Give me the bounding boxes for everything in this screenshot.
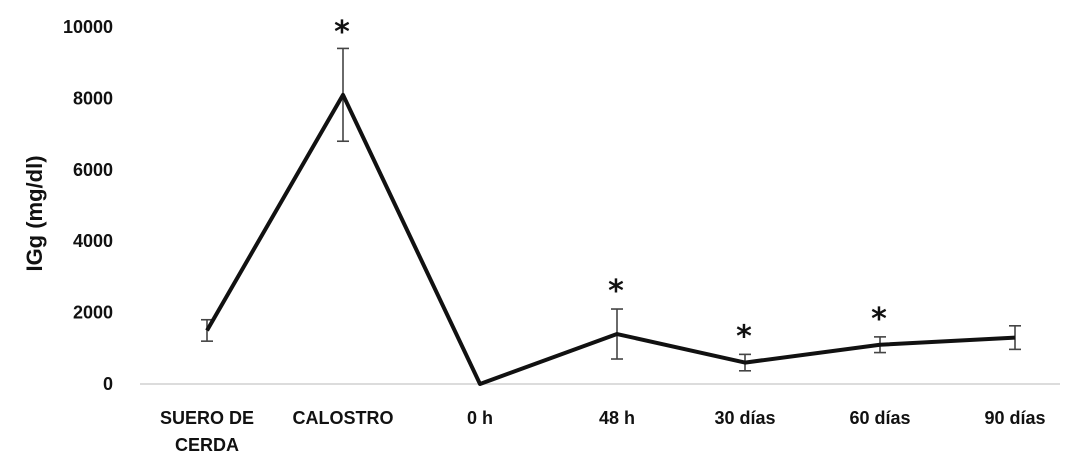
y-tick-label: 8000 bbox=[73, 88, 113, 108]
y-tick-label: 6000 bbox=[73, 160, 113, 180]
x-tick-label: 30 días bbox=[714, 408, 775, 428]
error-bars bbox=[201, 47, 1021, 372]
significance-markers: * * * * bbox=[334, 15, 887, 354]
y-axis-title: IGg (mg/dl) bbox=[22, 155, 47, 271]
significance-star: * bbox=[608, 274, 624, 309]
y-tick-label: 0 bbox=[103, 374, 113, 394]
x-tick-label: 90 días bbox=[984, 408, 1045, 428]
x-tick-label: 48 h bbox=[599, 408, 635, 428]
y-axis-ticks: 0 2000 4000 6000 8000 10000 bbox=[63, 17, 113, 394]
significance-star: * bbox=[334, 15, 350, 50]
series-line bbox=[205, 92, 1016, 386]
y-tick-label: 4000 bbox=[73, 231, 113, 251]
y-tick-label: 10000 bbox=[63, 17, 113, 37]
significance-star: * bbox=[736, 319, 752, 354]
significance-star: * bbox=[871, 302, 887, 337]
x-tick-label: 0 h bbox=[467, 408, 493, 428]
x-tick-label: CALOSTRO bbox=[293, 408, 394, 428]
x-axis-ticks: SUERO DE CERDA CALOSTRO 0 h 48 h 30 días 60 dí… bbox=[160, 408, 1046, 455]
x-tick-label: SUERO DE CERDA bbox=[160, 408, 254, 455]
x-tick-label: 60 días bbox=[849, 408, 910, 428]
y-tick-label: 2000 bbox=[73, 303, 113, 323]
